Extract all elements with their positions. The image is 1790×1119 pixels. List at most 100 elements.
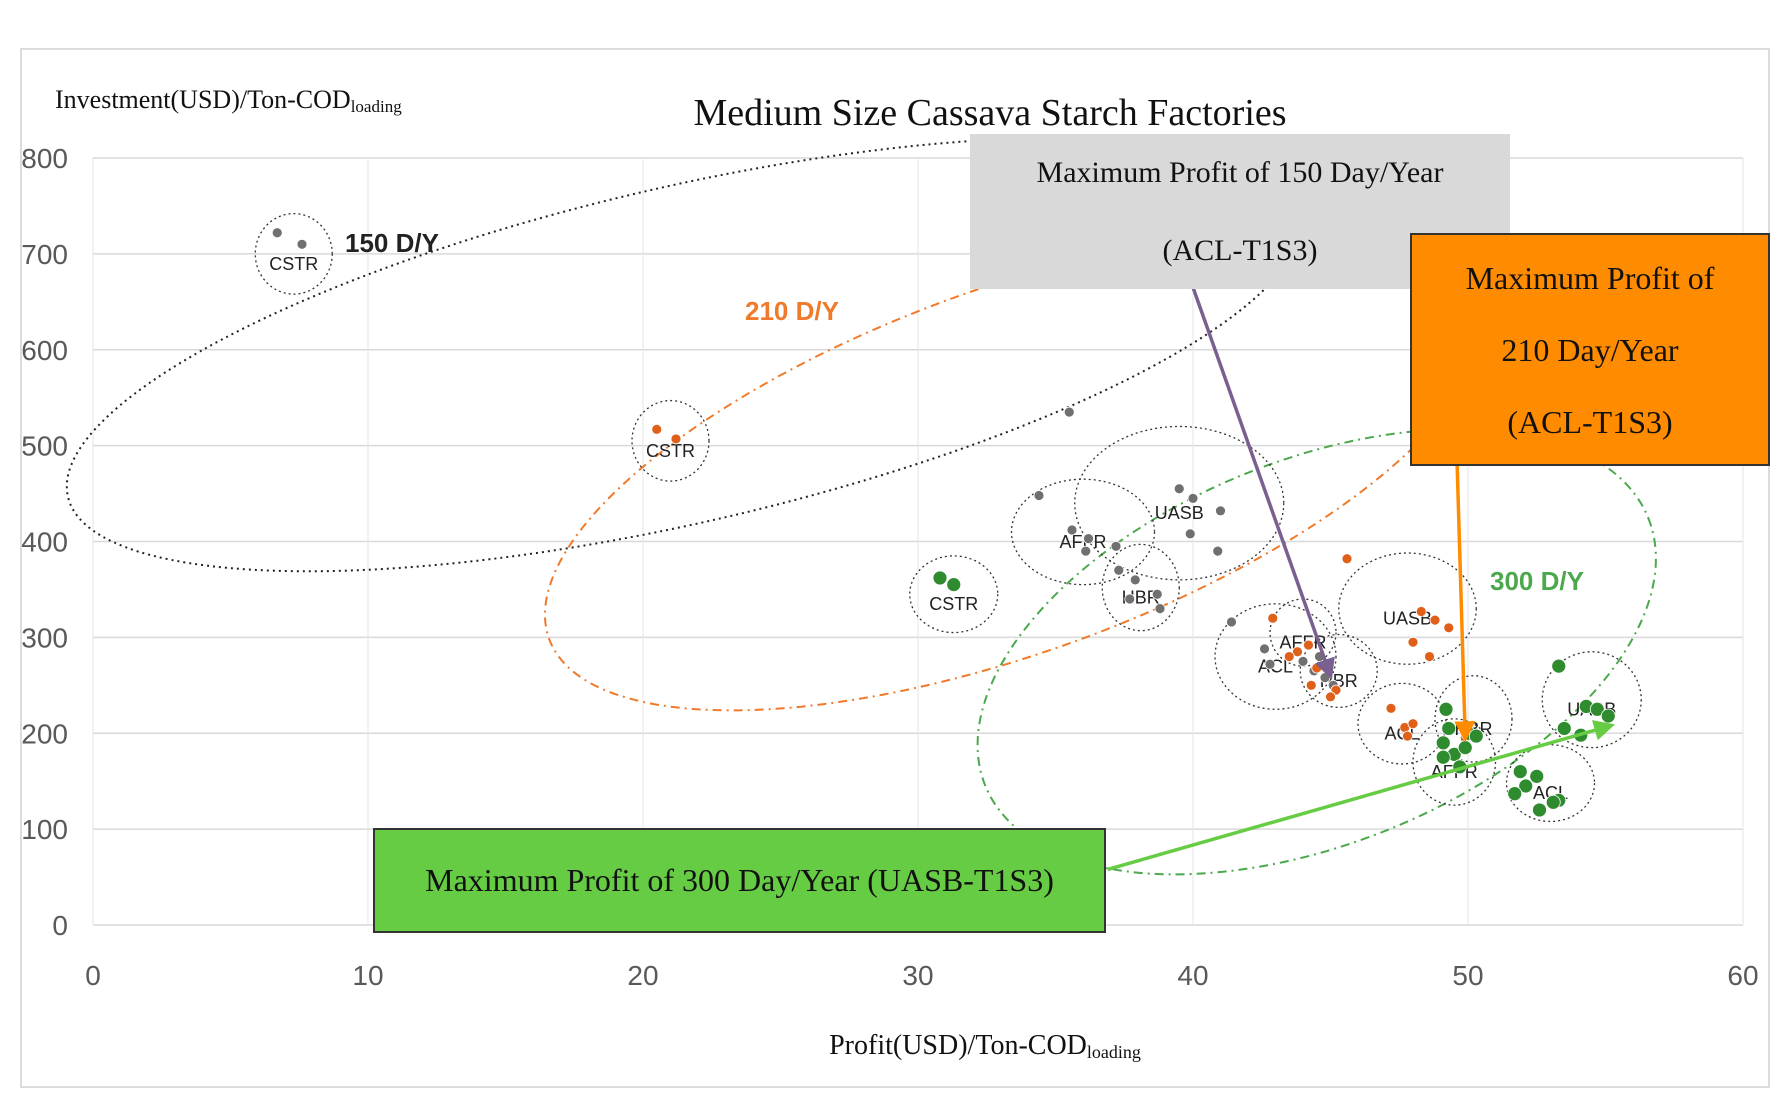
data-point	[1325, 691, 1336, 703]
annotation-210-line1: Maximum Profit of	[1465, 259, 1715, 296]
cluster-ellipse	[1101, 543, 1180, 632]
annotation-arrow	[1191, 286, 1335, 680]
data-point	[1292, 646, 1303, 658]
data-point	[1551, 658, 1567, 674]
group-label: 300 D/Y	[1490, 566, 1584, 596]
cluster-ellipse	[1541, 651, 1642, 749]
group-label: 210 D/Y	[745, 296, 839, 326]
cluster-ellipse	[1338, 552, 1477, 665]
data-point	[1066, 524, 1078, 536]
data-point	[651, 423, 663, 435]
annotation-210-line2: 210 Day/Year	[1501, 331, 1679, 368]
data-point	[1215, 505, 1226, 517]
y-tick-label: 500	[21, 431, 68, 462]
data-point	[1507, 786, 1523, 802]
data-point	[1129, 574, 1141, 586]
data-point	[1083, 533, 1094, 545]
cluster-ellipse	[1434, 675, 1513, 763]
data-point	[1443, 622, 1455, 634]
data-point	[1267, 612, 1279, 624]
data-point	[1063, 406, 1075, 418]
x-tick-label: 60	[1727, 960, 1758, 991]
data-point	[1124, 593, 1136, 605]
data-point	[1402, 730, 1413, 742]
data-point	[1151, 588, 1163, 600]
cluster-ellipse	[1074, 425, 1285, 581]
cluster-label: CSTR	[929, 594, 978, 614]
annotation-box-150: Maximum Profit of 150 Day/Year (ACL-T1S3…	[970, 134, 1510, 289]
data-point	[1438, 701, 1454, 717]
data-point	[1468, 728, 1484, 744]
data-point	[1441, 721, 1457, 736]
cluster-label: AFFR	[1060, 532, 1107, 552]
annotation-box-210: Maximum Profit of 210 Day/Year (ACL-T1S3…	[1410, 233, 1770, 466]
data-point	[1212, 545, 1224, 557]
y-tick-label: 100	[21, 814, 68, 845]
data-point	[1407, 718, 1419, 730]
data-point	[1457, 740, 1473, 756]
group-label: 150 D/Y	[345, 228, 439, 258]
data-point	[1415, 606, 1427, 617]
data-point	[1305, 679, 1317, 691]
data-point	[946, 577, 962, 593]
y-tick-label: 0	[52, 910, 68, 941]
data-point	[1033, 490, 1045, 501]
cluster-label: AFFR	[1280, 633, 1327, 653]
data-point	[932, 570, 948, 586]
annotation-arrow	[1107, 720, 1616, 872]
data-point	[1600, 708, 1616, 724]
y-tick-label: 300	[21, 622, 68, 653]
data-point	[1435, 735, 1451, 751]
chart-frame	[20, 48, 1770, 1088]
data-point	[1184, 528, 1196, 540]
cluster-ellipse	[909, 555, 999, 634]
data-point	[1407, 636, 1419, 648]
annotation-210-line3: (ACL-T1S3)	[1507, 403, 1673, 440]
cluster-label: CSTR	[646, 441, 695, 461]
annotation-box-300: Maximum Profit of 300 Day/Year (UASB-T1S…	[373, 828, 1106, 933]
data-point	[1385, 702, 1397, 714]
data-point	[296, 238, 308, 250]
x-tick-label: 40	[1177, 960, 1208, 991]
y-tick-label: 200	[21, 718, 68, 749]
cluster-ellipse	[631, 399, 710, 482]
data-point	[1341, 553, 1353, 565]
group-ellipse	[976, 428, 1657, 876]
data-point	[1512, 764, 1528, 779]
data-point	[1264, 658, 1276, 670]
chart-title: Medium Size Cassava Starch Factories	[693, 92, 1286, 134]
data-point	[1259, 643, 1270, 655]
data-point	[1173, 483, 1185, 495]
annotation-arrow	[1454, 459, 1476, 743]
data-point	[1589, 701, 1605, 717]
data-point	[1297, 655, 1309, 667]
y-axis-label: Investment(USD)/Ton-CODloading	[55, 85, 402, 116]
y-tick-label: 600	[21, 335, 68, 366]
cluster-ellipse	[1010, 478, 1156, 586]
cluster-ellipse	[1299, 633, 1378, 709]
data-point	[1283, 651, 1295, 662]
data-point	[1545, 794, 1561, 810]
data-point	[670, 433, 682, 445]
x-axis-label: Profit(USD)/Ton-CODloading	[829, 1030, 1141, 1062]
data-point	[1110, 540, 1122, 552]
annotation-300-line1: Maximum Profit of 300 Day/Year (UASB-T1S…	[425, 862, 1054, 898]
x-tick-label: 30	[902, 960, 933, 991]
data-point	[1303, 639, 1314, 651]
data-point	[1080, 545, 1092, 557]
cluster-ellipse	[1505, 744, 1596, 823]
x-tick-label: 0	[85, 960, 101, 991]
y-tick-label: 400	[21, 527, 68, 558]
data-point	[1556, 721, 1572, 736]
cluster-ellipse	[254, 212, 333, 295]
data-point	[1187, 492, 1199, 504]
data-point	[1154, 603, 1166, 615]
cluster-ellipse	[1412, 718, 1497, 806]
data-point	[1532, 802, 1547, 818]
annotation-150-line2: (ACL-T1S3)	[1162, 233, 1318, 267]
y-tick-label: 700	[21, 239, 68, 270]
data-point	[1435, 749, 1451, 765]
data-point	[1429, 614, 1441, 626]
data-point	[1113, 564, 1125, 576]
